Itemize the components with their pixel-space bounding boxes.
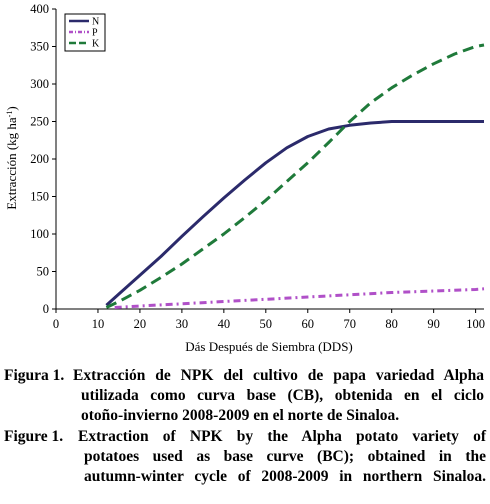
y-tick-label: 150 [30,190,49,204]
x-axis-ticks: 0 10 20 30 40 50 60 70 80 90 100 [53,309,485,331]
x-tick-label: 60 [302,317,315,331]
caption-en-label: Figure 1. [4,428,64,445]
x-tick-label: 90 [427,317,440,331]
legend-label-p: P [92,28,98,39]
x-axis-title: Dás Después de Siembra (DDS) [185,339,353,354]
y-tick-label: 200 [30,152,49,166]
y-tick-label: 350 [30,40,49,54]
caption-en-line-3: autumn-winter cycle of 2008-2009 in nort… [84,468,486,485]
caption-en-line-1: Extraction of NPK by the Alpha potato va… [78,428,486,445]
x-tick-label: 50 [260,317,273,331]
caption-es-line-3: otoño-invierno 2008-2009 en el norte de … [81,407,400,424]
legend-label-k: K [92,39,100,50]
y-tick-label: 100 [30,227,49,241]
x-tick-label: 10 [92,317,105,331]
y-tick-label: 250 [30,115,49,129]
figure-caption: Figura 1. Extracción de NPK del cultivo … [0,366,490,487]
series-line-k [105,43,485,309]
caption-en-line-2: potatoes used as base curve (BC); obtain… [84,448,486,465]
x-tick-label: 80 [385,317,398,331]
y-tick-label: 50 [37,265,50,279]
series-line-p [114,287,485,309]
caption-es-line-2: utilizada como curva base (CB), obtenida… [81,387,484,404]
npk-extraction-chart: 0 50 100 150 200 250 300 350 400 0 10 20 30 40 50 60 70… [4,2,485,354]
x-tick-label: 0 [53,317,59,331]
x-tick-label: 70 [343,317,356,331]
y-tick-label: 300 [30,77,49,91]
series-line-n [105,120,484,307]
legend: NPK [64,13,106,52]
x-tick-label: 30 [176,317,189,331]
y-tick-label: 400 [30,2,49,16]
legend-label-n: N [92,17,99,28]
caption-es-line-1: Extracción de NPK del cultivo de papa va… [73,367,484,384]
caption-spanish: Figura 1. Extracción de NPK del cultivo … [0,366,490,426]
x-tick-label: 20 [134,317,147,331]
x-tick-label: 100 [466,317,485,331]
y-axis-title: Extracción (kg ha-1) [4,106,19,209]
series-layer [105,43,485,309]
y-tick-label: 0 [43,302,49,316]
y-axis-ticks: 0 50 100 150 200 250 300 350 400 [30,2,56,316]
caption-es-label: Figura 1. [4,367,65,384]
x-tick-label: 40 [218,317,231,331]
caption-english: Figure 1. Extraction of NPK by the Alpha… [0,427,490,487]
